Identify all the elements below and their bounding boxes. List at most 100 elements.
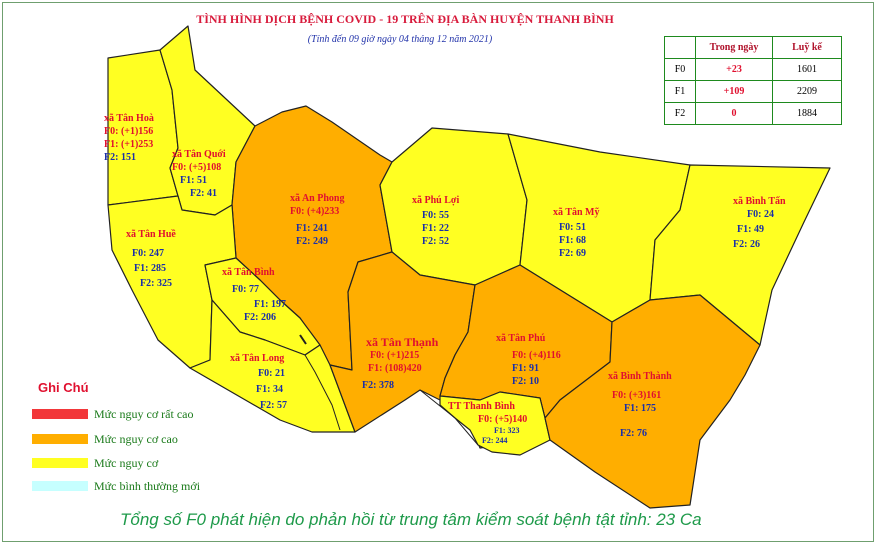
region-f0: F0: 247 [132,248,164,259]
road-line-2 [299,334,307,345]
legend-title: Ghi Chú [38,380,89,395]
region-f1: F1: 51 [180,175,207,186]
legend-swatch [32,458,88,468]
legend-swatch [32,409,88,419]
map-subtitle: (Tính đến 09 giờ ngày 04 tháng 12 năm 20… [307,34,493,45]
label-tan-hue: xã Tân Huề F0: 247 F1: 285 F2: 325 [126,228,176,290]
region-f1: F1: 285 [134,263,166,274]
region-f1: F1: 323 [494,426,520,435]
region-f0: F0: (+4)116 [512,350,561,361]
region-f0: F0: (+3)161 [612,390,662,401]
region-name: xã Bình Thành [608,371,672,382]
legend-item-high: Mức nguy cơ cao [32,432,178,446]
region-f0: F0: 77 [232,284,259,295]
region-f0: F0: 24 [747,209,774,220]
stats-row-f0: F0 +23 1601 [664,58,842,81]
region-f2: F2: 249 [296,236,328,247]
legend-label: Mức bình thường mới [94,478,201,493]
label-phu-loi: xã Phú Lợi F0: 55 F1: 22 F2: 52 [412,194,459,248]
region-name: xã Tân Hoà [104,113,154,124]
footer-note: Tổng số F0 phát hiện do phản hồi từ trun… [120,510,702,529]
region-f1: F1: 22 [422,223,449,234]
stats-today: +109 [695,80,773,103]
region-f1: F1: (108)420 [368,363,422,374]
stats-today: +23 [695,58,773,81]
region-name: xã Phú Lợi [412,195,460,206]
label-binh-thanh: xã Bình Thành F0: (+3)161 F1: 175 F2: 76 [608,370,672,440]
region-f0: F0: 51 [559,222,586,233]
region-name: xã Tân Bình [222,267,275,278]
region-f2: F2: 151 [104,152,136,163]
region-name: xã Tân Mỹ [553,207,600,218]
stats-total: 2209 [772,80,842,103]
region-f1: F1: (+1)253 [104,139,154,150]
region-name: xã Tân Thạnh [366,335,439,349]
river-line [304,354,341,431]
region-f2: F2: 378 [362,380,394,391]
stats-table: Trong ngày Luỹ kế F0 +23 1601 F1 +109 22… [664,36,842,125]
region-f1: F1: 241 [296,223,328,234]
stats-header-today: Trong ngày [695,36,773,59]
region-f1: F1: 91 [512,363,539,374]
label-an-phong: xã An Phong F0: (+4)233 F1: 241 F2: 249 [290,192,344,248]
region-f2: F2: 52 [422,236,449,247]
region-f0: F0: (+4)233 [290,206,340,217]
region-name: xã Tân Quới [172,149,226,160]
label-tan-binh: xã Tân Bình F0: 77 F1: 197 F2: 206 [222,266,286,324]
region-f1: F1: 175 [624,403,656,414]
label-tan-quoi: xã Tân Quới F0: (+5)108 F1: 51 F2: 41 [172,148,226,200]
region-binh-thanh[interactable] [544,294,761,509]
region-f2: F2: 26 [733,239,760,250]
label-tan-my: xã Tân Mỹ F0: 51 F1: 68 F2: 69 [553,206,600,260]
region-f2: F2: 206 [244,312,276,323]
region-f2: F2: 10 [512,376,539,387]
region-f2: F2: 69 [559,248,586,259]
label-tan-hoa: xã Tân Hoà F0: (+1)156 F1: (+1)253 F2: 1… [104,112,154,164]
stats-total: 1601 [772,58,842,81]
region-f2: F2: 76 [620,428,647,439]
region-f1: F1: 68 [559,235,586,246]
stats-row-f1: F1 +109 2209 [664,80,842,103]
stats-header-blank [664,36,696,59]
legend-swatch [32,481,88,491]
region-f1: F1: 34 [256,384,283,395]
region-name: xã Bình Tấn [733,196,786,207]
stats-today: 0 [695,102,773,125]
region-f0: F0: (+5)140 [478,414,528,425]
stats-row-f2: F2 0 1884 [664,102,842,125]
region-name: xã Tân Huề [126,229,176,240]
stats-total: 1884 [772,102,842,125]
region-f1: F1: 49 [737,224,764,235]
stats-label: F2 [664,102,696,125]
region-name: TT Thanh Bình [448,401,515,412]
region-tan-long[interactable] [189,299,356,433]
legend-swatch [32,434,88,444]
region-name: xã An Phong [290,193,345,204]
legend-item-normal: Mức bình thường mới [32,479,200,493]
label-binh-tan: xã Bình Tấn F0: 24 F1: 49 F2: 26 [733,195,786,251]
region-f0: F0: (+1)156 [104,126,154,137]
label-tan-phu: xã Tân Phú F0: (+4)116 F1: 91 F2: 10 [496,332,561,388]
region-f2: F2: 41 [190,188,217,199]
stats-header-row: Trong ngày Luỹ kế [664,36,842,59]
region-f2: F2: 244 [482,436,508,445]
legend-label: Mức nguy cơ cao [94,431,178,446]
region-f0: F0: 55 [422,210,449,221]
road-line [419,389,479,446]
legend-label: Mức nguy cơ rất cao [94,406,194,421]
stats-label: F1 [664,80,696,103]
label-tan-thanh: xã Tân Thạnh F0: (+1)215 F1: (108)420 F2… [362,336,438,392]
region-name: xã Tân Long [230,353,285,364]
stats-label: F0 [664,58,696,81]
region-f2: F2: 57 [260,400,287,411]
label-tt-thanh-binh: TT Thanh Bình F0: (+5)140 F1: 323 F2: 24… [448,400,527,446]
map-title: TÌNH HÌNH DỊCH BỆNH COVID - 19 TRÊN ĐỊA … [196,12,614,26]
stats-header-total: Luỹ kế [772,36,842,59]
legend-item-medium: Mức nguy cơ [32,456,158,470]
label-tan-long: xã Tân Long F0: 21 F1: 34 F2: 57 [230,352,287,412]
region-f0: F0: (+5)108 [172,162,222,173]
legend-label: Mức nguy cơ [94,455,159,470]
region-f0: F0: 21 [258,368,285,379]
